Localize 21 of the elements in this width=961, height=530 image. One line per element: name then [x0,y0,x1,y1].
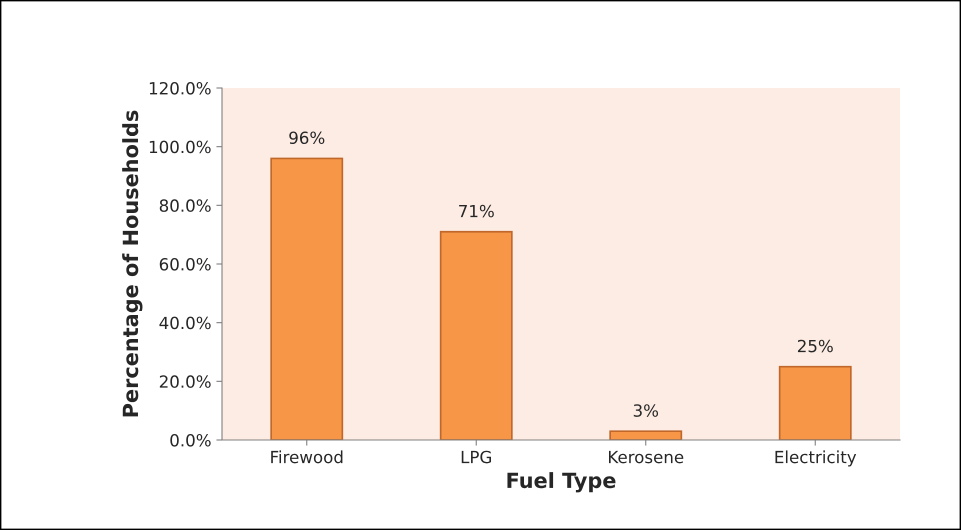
x-tick-label: Electricity [775,450,856,467]
y-axis-title: Percentage of Households [122,110,142,416]
data-label: 96% [289,131,324,144]
y-tick-label: 0.0% [170,434,211,447]
x-tick-label: Kerosene [608,450,684,464]
bar [778,366,852,440]
y-tick-label: 120.0% [150,82,211,95]
x-tick-label: Firewood [271,450,342,464]
x-tick-label: LPG [462,450,492,464]
y-tick-label: 60.0% [160,258,211,271]
bar [270,158,344,440]
bar [609,430,682,440]
y-tick-label: 40.0% [159,316,211,330]
data-label: 3% [634,404,658,417]
y-tick-label: 20.0% [160,375,211,388]
x-axis-title: Fuel Type [507,472,616,492]
bar [440,230,513,440]
data-label: 25% [798,340,833,352]
y-tick-label: 100.0% [150,140,211,154]
y-tick-label: 80.0% [160,199,211,212]
data-label: 71% [459,204,494,218]
